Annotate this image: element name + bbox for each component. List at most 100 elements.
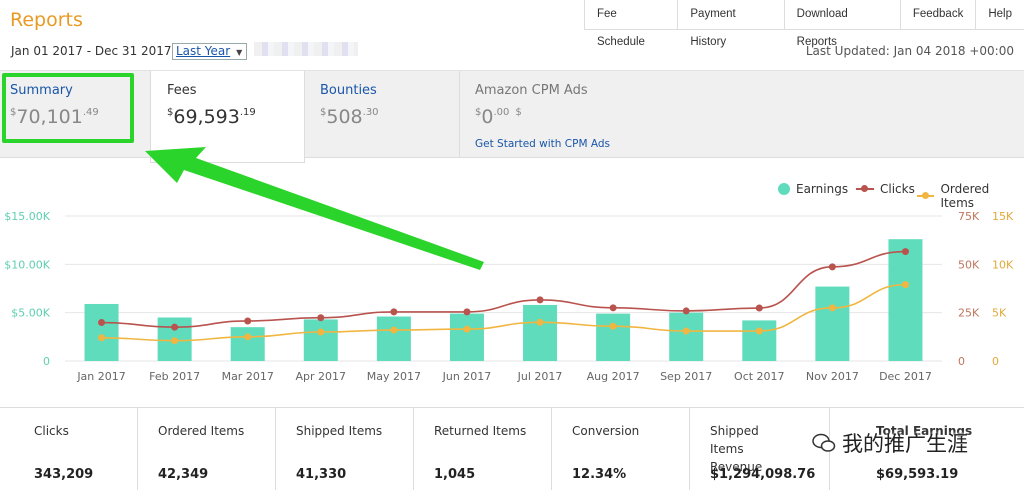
green-arrow-icon xyxy=(145,147,484,270)
earnings-bar xyxy=(230,327,265,361)
x-tick-label: Jul 2017 xyxy=(517,370,563,383)
earnings-bar xyxy=(742,320,777,361)
watermark: 我的推广生涯 xyxy=(812,428,968,458)
ordered-items-line xyxy=(101,283,906,342)
earnings-bar xyxy=(449,313,484,361)
tab-bounties-label: Bounties xyxy=(320,83,377,98)
y-tick-clicks: 25K xyxy=(958,307,980,320)
y-tick-ordered: 0 xyxy=(992,355,999,368)
wechat-icon xyxy=(812,433,836,452)
y-tick-clicks: 75K xyxy=(958,210,980,223)
clicks-point xyxy=(317,314,325,322)
tab-cpm-label: Amazon CPM Ads xyxy=(475,83,588,98)
tab-fees[interactable]: Fees $69,593.19 xyxy=(150,71,305,163)
earnings-bar xyxy=(815,286,850,361)
nav-payment-history[interactable]: Payment History xyxy=(678,0,785,48)
x-tick-label: Feb 2017 xyxy=(149,370,200,383)
clicks-point xyxy=(171,323,179,331)
ordered-items-point xyxy=(755,327,763,335)
ordered-items-point xyxy=(244,333,252,341)
earnings-bar xyxy=(84,303,119,361)
stat-shipped-items: Shipped Items 41,330 xyxy=(276,408,414,490)
nav-feedback[interactable]: Feedback xyxy=(901,0,977,29)
legend-earnings[interactable]: Earnings xyxy=(778,182,848,196)
ordered-items-point xyxy=(828,304,836,312)
x-tick-label: May 2017 xyxy=(367,370,421,383)
ordered-items-point xyxy=(463,325,471,333)
highlight-box xyxy=(2,73,134,143)
x-tick-label: Jan 2017 xyxy=(76,370,125,383)
period-select[interactable]: Last Year ▼ xyxy=(172,43,248,60)
nav-download-reports[interactable]: Download Reports xyxy=(785,0,901,48)
y-tick-earnings: $10.00K xyxy=(4,258,50,271)
ordered-items-point xyxy=(609,322,617,330)
nav-fee-schedule[interactable]: Fee Schedule xyxy=(585,0,679,48)
nav-help[interactable]: Help xyxy=(988,8,1012,20)
tab-bounties[interactable]: Bounties $508.30 xyxy=(310,71,460,158)
tab-bounties-amount: $508.30 xyxy=(320,106,379,128)
y-tick-ordered: 5K xyxy=(992,307,1007,320)
ordered-items-point xyxy=(536,318,544,326)
stat-returned-items: Returned Items 1,045 xyxy=(414,408,552,490)
ordered-items-point xyxy=(317,328,325,336)
clicks-point xyxy=(463,308,471,316)
clicks-point xyxy=(755,304,763,312)
ordered-swatch-icon xyxy=(917,192,935,199)
period-select-value: Last Year xyxy=(176,44,231,58)
legend-clicks-label: Clicks xyxy=(880,182,915,196)
earnings-swatch-icon xyxy=(778,183,790,195)
tab-fees-amount: $69,593.19 xyxy=(167,106,256,128)
x-tick-label: Dec 2017 xyxy=(879,370,932,383)
blurred-account-id xyxy=(254,42,358,56)
clicks-point xyxy=(536,296,544,304)
earnings-bar xyxy=(888,239,923,361)
tab-fees-label: Fees xyxy=(167,83,197,98)
clicks-swatch-icon xyxy=(856,185,874,192)
ordered-items-point xyxy=(901,281,909,289)
y-tick-earnings: $5.00K xyxy=(11,307,50,320)
y-tick-clicks: 50K xyxy=(958,258,980,271)
ordered-items-point xyxy=(390,326,398,334)
ordered-items-point xyxy=(98,334,106,342)
legend-clicks[interactable]: Clicks xyxy=(856,182,915,196)
cpm-get-started-link[interactable]: Get Started with CPM Ads xyxy=(475,138,610,150)
top-nav: Fee Schedule Payment History Download Re… xyxy=(584,0,1024,48)
last-updated: Last Updated: Jan 04 2018 +00:00 xyxy=(805,44,1014,58)
y-tick-earnings: $15.00K xyxy=(4,210,50,223)
stat-clicks: Clicks 343,209 xyxy=(0,408,138,490)
tab-cpm-amount: $0.00 $ xyxy=(475,106,522,128)
stat-ordered-items: Ordered Items 42,349 xyxy=(138,408,276,490)
chevron-down-icon: ▼ xyxy=(236,48,243,57)
legend-ordered-items[interactable]: Ordered Items xyxy=(917,182,1024,210)
clicks-point xyxy=(828,263,836,271)
x-tick-label: Aug 2017 xyxy=(587,370,640,383)
stat-total-earnings: Total Earnings $69,593.19 xyxy=(876,424,973,482)
x-tick-label: Oct 2017 xyxy=(734,370,785,383)
clicks-point xyxy=(901,248,909,256)
clicks-point xyxy=(98,319,106,327)
x-tick-label: Mar 2017 xyxy=(222,370,274,383)
x-tick-label: Sep 2017 xyxy=(660,370,712,383)
clicks-point xyxy=(390,308,398,316)
stats-bar: Clicks 343,209 Ordered Items 42,349 Shippe… xyxy=(0,407,1024,490)
clicks-point xyxy=(609,304,617,312)
stat-shipped-revenue: Shipped Items Revenue $1,294,098.76 xyxy=(690,408,830,490)
earnings-bar xyxy=(303,319,338,361)
earnings-bar xyxy=(523,304,558,361)
earnings-bar xyxy=(669,312,704,361)
tab-summary-label: Summary xyxy=(10,83,73,98)
ordered-items-point xyxy=(171,337,179,345)
tab-cpm-ads[interactable]: Amazon CPM Ads $0.00 $ Get Started with … xyxy=(465,71,695,158)
tab-summary[interactable]: Summary $70,101.49 xyxy=(0,71,136,158)
y-tick-clicks: 0 xyxy=(958,355,965,368)
earnings-bar xyxy=(376,316,411,361)
stat-conversion: Conversion 12.34% xyxy=(552,408,690,490)
y-tick-ordered: 10K xyxy=(992,258,1014,271)
y-tick-earnings: 0 xyxy=(43,355,50,368)
legend-earnings-label: Earnings xyxy=(796,182,849,196)
x-tick-label: Jun 2017 xyxy=(442,370,492,383)
earnings-bar xyxy=(596,313,631,361)
tab-summary-amount: $70,101.49 xyxy=(10,106,99,128)
x-tick-label: Nov 2017 xyxy=(806,370,859,383)
x-tick-label: Apr 2017 xyxy=(296,370,347,383)
